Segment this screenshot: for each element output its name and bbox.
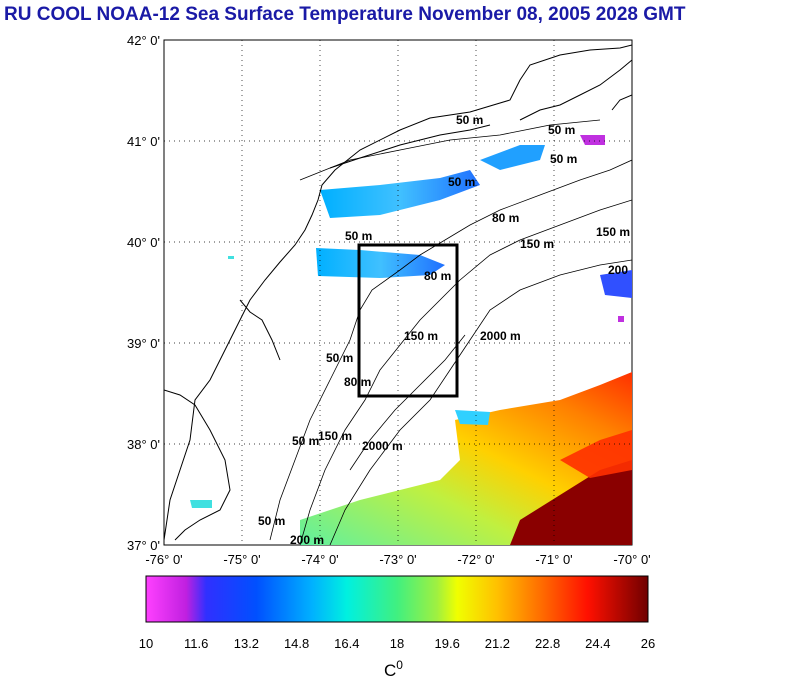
contour-label: 150 m [318,429,352,443]
colorbar-tick-label: 10 [139,636,153,651]
longitude-label: -72° 0' [457,552,494,567]
contour-label: 150 m [596,225,630,239]
colorbar-tick-labels: 10 11.6 13.2 14.8 16.4 18 19.6 21.2 22.8 24.4 26 [139,636,655,651]
latitude-label: 41° 0' [127,134,160,149]
contour-label: 50 m [548,123,575,137]
contour-label: 50 m [345,229,372,243]
longitude-label: -71° 0' [535,552,572,567]
latitude-label: 37° 0' [127,538,160,553]
map-title: RU COOL NOAA-12 Sea Surface Temperature … [4,4,686,25]
warm-water-patch [300,372,632,545]
contour-label-group: 50 m 50 m 50 m 50 m 50 m 80 m 150 m 150 … [258,113,630,547]
latitude-label: 40° 0' [127,235,160,250]
colorbar-tick-label: 22.8 [535,636,560,651]
axis-tick-labels: 42° 0' 41° 0' 40° 0' 39° 0' 38° 0' 37° 0'-76°… [127,33,651,567]
contour-label: 150 m [404,329,438,343]
longitude-label: -70° 0' [613,552,650,567]
contour-label: 50 m [326,351,353,365]
contour-label: 150 m [520,237,554,251]
colorbar [145,575,649,623]
contour-label: 50 m [550,152,577,166]
longitude-label: -76° 0' [145,552,182,567]
cool-water-ny-bight [320,170,480,218]
latitude-label: 38° 0' [127,437,160,452]
latitude-label: 39° 0' [127,336,160,351]
colorbar-tick-label: 13.2 [234,636,259,651]
colorbar-tick-label: 24.4 [585,636,610,651]
longitude-label: -74° 0' [301,552,338,567]
longitude-label: -75° 0' [223,552,260,567]
contour-label: 200 m [290,533,324,547]
coastline [164,44,632,541]
contour-label: 80 m [424,269,451,283]
colorbar-tick-label: 26 [641,636,655,651]
contour-label: 2000 m [480,329,521,343]
cool-water-nj-shelf [316,248,445,278]
graticule [164,40,632,545]
contour-label: 200 [608,263,628,277]
longitude-label: -73° 0' [379,552,416,567]
contour-label: 80 m [344,375,371,389]
colorbar-tick-label: 14.8 [284,636,309,651]
gulf-stream-core [510,460,632,545]
colorbar-tick-label: 18 [390,636,404,651]
latitude-label: 42° 0' [127,33,160,48]
contour-label: 50 m [258,514,285,528]
study-area-box [357,243,459,398]
colorbar-tick-label: 16.4 [334,636,359,651]
contour-label: 50 m [448,175,475,189]
contour-label: 80 m [492,211,519,225]
contour-label: 50 m [292,434,319,448]
colorbar-tick-label: 19.6 [435,636,460,651]
colorbar-unit: C0 [384,658,403,680]
colorbar-tick-label: 11.6 [184,636,208,651]
contour-label: 50 m [456,113,483,127]
contour-label: 2000 m [362,439,403,453]
sst-data-layer [190,135,632,545]
colorbar-tick-label: 21.2 [485,636,510,651]
